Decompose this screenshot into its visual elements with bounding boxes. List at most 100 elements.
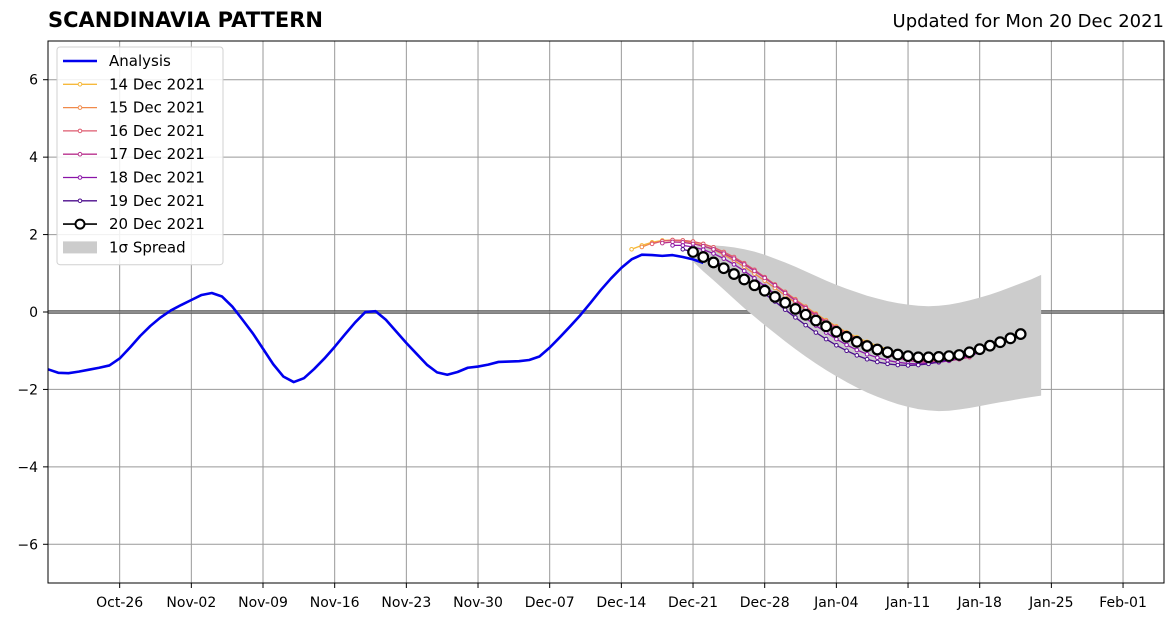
legend-marker xyxy=(74,218,86,230)
forecast-point xyxy=(1004,332,1017,345)
legend-label: 15 Dec 2021 xyxy=(109,99,205,117)
forecast-point xyxy=(660,240,665,246)
forecast-point xyxy=(915,362,921,368)
forecast-point xyxy=(953,349,966,361)
forecast-point xyxy=(721,251,727,256)
forecast-point xyxy=(820,320,833,333)
forecast-point xyxy=(844,348,849,354)
forecast-point xyxy=(687,246,699,258)
forecast-point xyxy=(697,251,710,263)
legend-swatch xyxy=(63,241,97,254)
forecast-point xyxy=(963,346,976,359)
forecast-point xyxy=(885,361,890,367)
x-tick-label: Jan-04 xyxy=(813,595,859,611)
legend-label: Analysis xyxy=(109,52,171,70)
forecast-point xyxy=(700,247,706,252)
forecast-point xyxy=(803,322,808,328)
forecast-point xyxy=(711,251,716,256)
legend-marker xyxy=(77,82,83,87)
forecast-point xyxy=(844,342,849,348)
forecast-point xyxy=(875,359,880,365)
legend-marker xyxy=(77,175,83,180)
forecast-point xyxy=(772,282,778,288)
legend-label: 17 Dec 2021 xyxy=(109,145,205,163)
forecast-point xyxy=(680,246,686,252)
x-tick-label: Dec-28 xyxy=(740,595,790,611)
legend-item: 15 Dec 2021 xyxy=(63,99,205,117)
legend-item: 17 Dec 2021 xyxy=(63,145,205,163)
y-tick-label: −6 xyxy=(17,537,38,553)
x-tick-label: Nov-30 xyxy=(453,595,503,611)
x-tick-label: Feb-01 xyxy=(1099,595,1147,611)
forecast-point xyxy=(850,335,863,348)
forecast-point xyxy=(758,284,771,297)
forecast-point xyxy=(789,303,802,315)
legend-item: 16 Dec 2021 xyxy=(63,122,205,140)
forecast-point xyxy=(670,243,675,248)
x-tick-label: Dec-14 xyxy=(596,595,646,611)
legend-label: 20 Dec 2021 xyxy=(109,215,205,233)
series-layer xyxy=(48,237,1027,384)
x-tick-label: Dec-07 xyxy=(525,595,575,611)
forecast-point xyxy=(994,336,1007,349)
forecast-point xyxy=(834,336,839,342)
forecast-point xyxy=(861,340,873,352)
forecast-point xyxy=(741,262,747,267)
forecast-point xyxy=(707,256,720,269)
legend-marker xyxy=(77,105,83,110)
y-tick-label: −4 xyxy=(17,460,38,476)
forecast-point xyxy=(932,351,945,363)
grid xyxy=(48,41,1164,583)
forecast-point xyxy=(782,290,788,296)
forecast-point xyxy=(680,243,686,248)
legend-item: 1σ Spread xyxy=(63,238,186,256)
updated-date: Updated for Mon 20 Dec 2021 xyxy=(892,11,1164,32)
forecast-point xyxy=(864,351,870,357)
forecast-point xyxy=(881,346,894,359)
forecast-point xyxy=(649,241,655,247)
forecast-point xyxy=(762,275,767,281)
legend-label: 16 Dec 2021 xyxy=(109,122,205,140)
forecast-point xyxy=(830,325,843,338)
legend-item: 20 Dec 2021 xyxy=(63,215,205,233)
forecast-point xyxy=(799,308,812,321)
forecast-point xyxy=(875,355,880,360)
legend-item: 19 Dec 2021 xyxy=(63,192,205,210)
forecast-point xyxy=(902,350,914,363)
y-tick-label: 2 xyxy=(29,228,38,244)
forecast-point xyxy=(717,262,730,275)
forecast-point xyxy=(854,347,860,353)
forecast-point xyxy=(823,336,829,342)
forecast-point xyxy=(943,350,955,363)
forecast-point xyxy=(793,315,798,320)
legend-item: Analysis xyxy=(63,52,171,70)
forecast-point xyxy=(864,356,870,362)
legend-label: 19 Dec 2021 xyxy=(109,192,205,210)
y-tick-label: 6 xyxy=(29,73,38,89)
x-tick-label: Jan-11 xyxy=(885,595,930,611)
forecast-point xyxy=(721,256,727,261)
forecast-point xyxy=(984,339,996,352)
legend-label: 18 Dec 2021 xyxy=(109,169,205,187)
legend-marker xyxy=(77,151,83,157)
forecast-point xyxy=(813,330,819,335)
forecast-point xyxy=(728,268,740,280)
x-tick-label: Jan-25 xyxy=(1028,595,1073,611)
x-tick-label: Nov-02 xyxy=(166,595,216,611)
legend-marker xyxy=(77,128,83,134)
legend-label: 1σ Spread xyxy=(109,238,186,256)
legend-marker xyxy=(77,198,83,204)
forecast-point xyxy=(871,343,884,356)
forecast-point xyxy=(769,291,781,303)
x-tick-label: Nov-09 xyxy=(238,595,288,611)
forecast-point xyxy=(854,353,860,358)
forecast-point xyxy=(905,363,911,368)
chart-title: SCANDINAVIA PATTERN xyxy=(48,8,323,32)
forecast-point xyxy=(922,351,935,364)
x-tick-label: Dec-21 xyxy=(668,595,718,611)
legend-item: 14 Dec 2021 xyxy=(63,75,205,93)
plot-frame xyxy=(47,40,1165,584)
forecast-point xyxy=(1014,328,1027,340)
legend-item: 18 Dec 2021 xyxy=(63,169,205,187)
forecast-point xyxy=(738,273,751,286)
